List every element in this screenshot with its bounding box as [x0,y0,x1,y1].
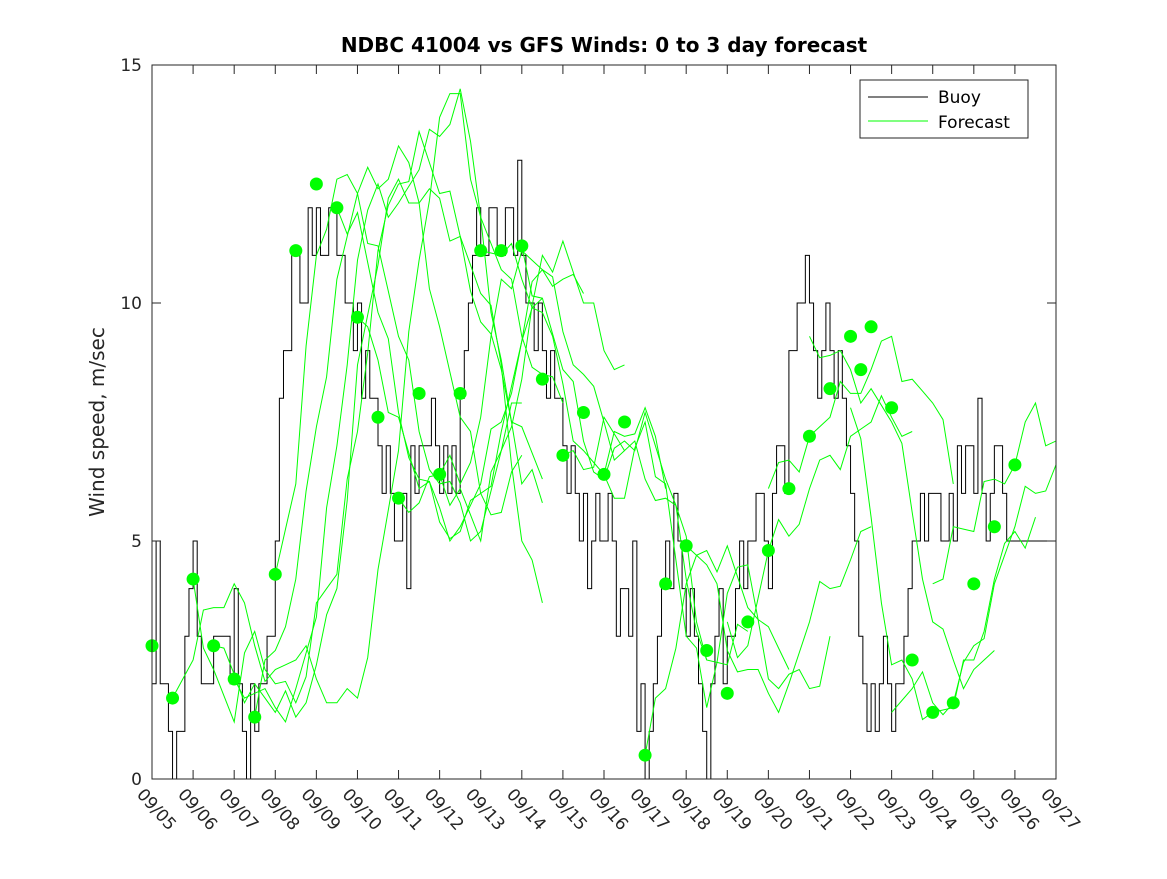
analysis-point-20 [556,448,570,462]
analysis-point-24 [638,748,652,762]
y-tick-label-1: 5 [131,532,142,552]
series-forecast-run-15 [685,526,872,714]
analysis-point-42 [987,520,1001,534]
analysis-point-11 [371,410,385,424]
analysis-point-5 [248,710,262,724]
analysis-point-27 [700,643,714,657]
analysis-point-40 [946,696,960,710]
y-axis-label: Wind speed, m/sec [85,327,109,517]
plot-series-group [152,88,1056,779]
analysis-point-1 [166,691,180,705]
analysis-point-39 [926,705,940,719]
series-forecast-run-2 [213,178,543,719]
analysis-point-16 [474,244,488,258]
y-tick-label-3: 15 [120,56,142,76]
series-forecast-run-1 [192,129,543,724]
analysis-point-8 [309,177,323,191]
analysis-point-14 [433,467,447,481]
analysis-point-35 [854,363,868,377]
analysis-point-37 [885,401,899,415]
analysis-point-17 [494,244,508,258]
analysis-point-43 [1008,458,1022,472]
analysis-point-13 [412,386,426,400]
chart-title: NDBC 41004 vs GFS Winds: 0 to 3 day fore… [341,33,868,57]
series-forecast-run-14 [644,544,831,756]
series-forecast-run-19 [850,407,1036,721]
analysis-point-31 [782,482,796,496]
analysis-point-2 [186,572,200,586]
series-forecast-run-16 [726,394,913,659]
analysis-point-9 [330,201,344,215]
series-forecast-run-17 [767,335,954,489]
analysis-point-26 [679,539,693,553]
analysis-point-4 [227,672,241,686]
series-forecast-run-7 [357,268,584,540]
analysis-point-22 [597,467,611,481]
series-forecast-run-9 [439,249,625,486]
series-forecast-run-4 [254,144,523,718]
analysis-point-12 [392,491,406,505]
series-forecast-run-21 [932,401,1056,585]
y-tick-label-2: 10 [120,294,142,314]
legend: Buoy Forecast [859,79,1029,139]
series-forecast-run-18 [809,336,995,690]
analysis-point-38 [905,653,919,667]
analysis-point-23 [618,415,632,429]
legend-label-forecast: Forecast [938,113,1010,133]
series-forecast-run-10 [480,242,667,489]
analysis-point-29 [741,615,755,629]
analysis-point-28 [720,686,734,700]
analysis-point-7 [289,244,303,258]
analysis-point-32 [802,429,816,443]
series-forecast-run-20 [891,464,1056,716]
analysis-point-19 [535,372,549,386]
analysis-point-21 [576,405,590,419]
y-tick-label-0: 0 [131,770,142,790]
series-forecast-run-0 [172,93,564,704]
series-forecast-run-3 [233,88,543,724]
analysis-point-3 [207,639,221,653]
analysis-point-15 [453,386,467,400]
analysis-point-33 [823,382,837,396]
legend-label-buoy: Buoy [938,88,981,108]
series-forecast-run-5 [274,173,522,575]
analysis-point-6 [268,567,282,581]
analysis-point-10 [350,310,364,324]
plot-area [145,88,1056,779]
analysis-point-41 [967,577,981,591]
analysis-point-18 [515,239,529,253]
analysis-point-30 [761,544,775,558]
analysis-point-25 [659,577,673,591]
legend-box [859,79,1029,139]
series-buoy-line [152,159,1056,779]
analysis-point-36 [864,320,878,334]
analysis-point-34 [844,329,858,343]
